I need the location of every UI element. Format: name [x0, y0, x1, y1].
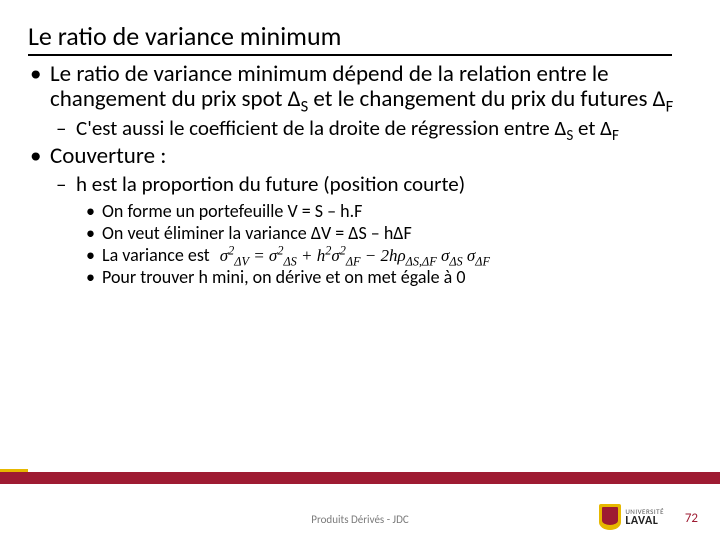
bullet-2a: – h est la proportion du future (positio… — [28, 173, 696, 197]
dot-icon: • — [86, 223, 95, 245]
dash-icon: – — [56, 173, 66, 197]
logo-line2: LAVAL — [625, 515, 664, 527]
slide: Le ratio de variance minimum • Le ratio … — [0, 0, 720, 540]
bullet-2a1: • On forme un portefeuille V = S – h.F — [28, 201, 696, 223]
bullet-1a: – C'est aussi le coefficient de la droit… — [28, 117, 696, 141]
bullet-2a2: • On veut éliminer la variance ΔV = ΔS –… — [28, 223, 696, 245]
page-number: 72 — [685, 511, 698, 526]
footer-bar — [0, 472, 720, 484]
bullet-1a-text-b: et Δ — [573, 115, 612, 141]
bullet-2a-text: h est la proportion du future (position … — [76, 171, 465, 197]
bullet-2a2-text: On veut éliminer la variance ΔV = ΔS – h… — [102, 222, 412, 244]
bullet-2a1-text: On forme un portefeuille V = S – h.F — [102, 200, 362, 222]
bullet-1a-text-a: C'est aussi le coefficient de la droite … — [76, 115, 566, 141]
bullet-2-text: Couverture : — [50, 142, 166, 170]
shield-icon — [599, 504, 621, 530]
bullet-2a4: • Pour trouver h mini, on dérive et on m… — [28, 267, 696, 289]
slide-title: Le ratio de variance minimum — [28, 20, 672, 56]
bullet-1-text-b: et le changement du prix du futures Δ — [308, 85, 665, 113]
bullet-1: • Le ratio de variance minimum dépend de… — [28, 62, 696, 113]
dash-icon: – — [56, 117, 66, 141]
bullet-1-sub-f: F — [666, 97, 674, 117]
bullet-1a-sub-f: F — [612, 127, 619, 145]
bullet-2a3: • La variance est σ2ΔV = σ2ΔS + h2σ2ΔF −… — [28, 245, 696, 267]
bullet-icon: • — [30, 144, 41, 169]
university-logo: UNIVERSITÉ LAVAL — [599, 504, 664, 530]
bullet-2: • Couverture : — [28, 144, 696, 169]
dot-icon: • — [86, 201, 95, 223]
dot-icon: • — [86, 267, 95, 289]
variance-formula: σ2ΔV = σ2ΔS + h2σ2ΔF − 2hρΔS,ΔF σΔS σΔF — [220, 246, 490, 265]
bullet-2a3-text: La variance est — [102, 244, 210, 266]
bullet-icon: • — [30, 62, 41, 87]
content-area: • Le ratio de variance minimum dépend de… — [24, 62, 696, 289]
dot-icon: • — [86, 245, 95, 267]
bullet-2a4-text: Pour trouver h mini, on dérive et on met… — [102, 266, 465, 288]
logo-text: UNIVERSITÉ LAVAL — [625, 508, 664, 527]
